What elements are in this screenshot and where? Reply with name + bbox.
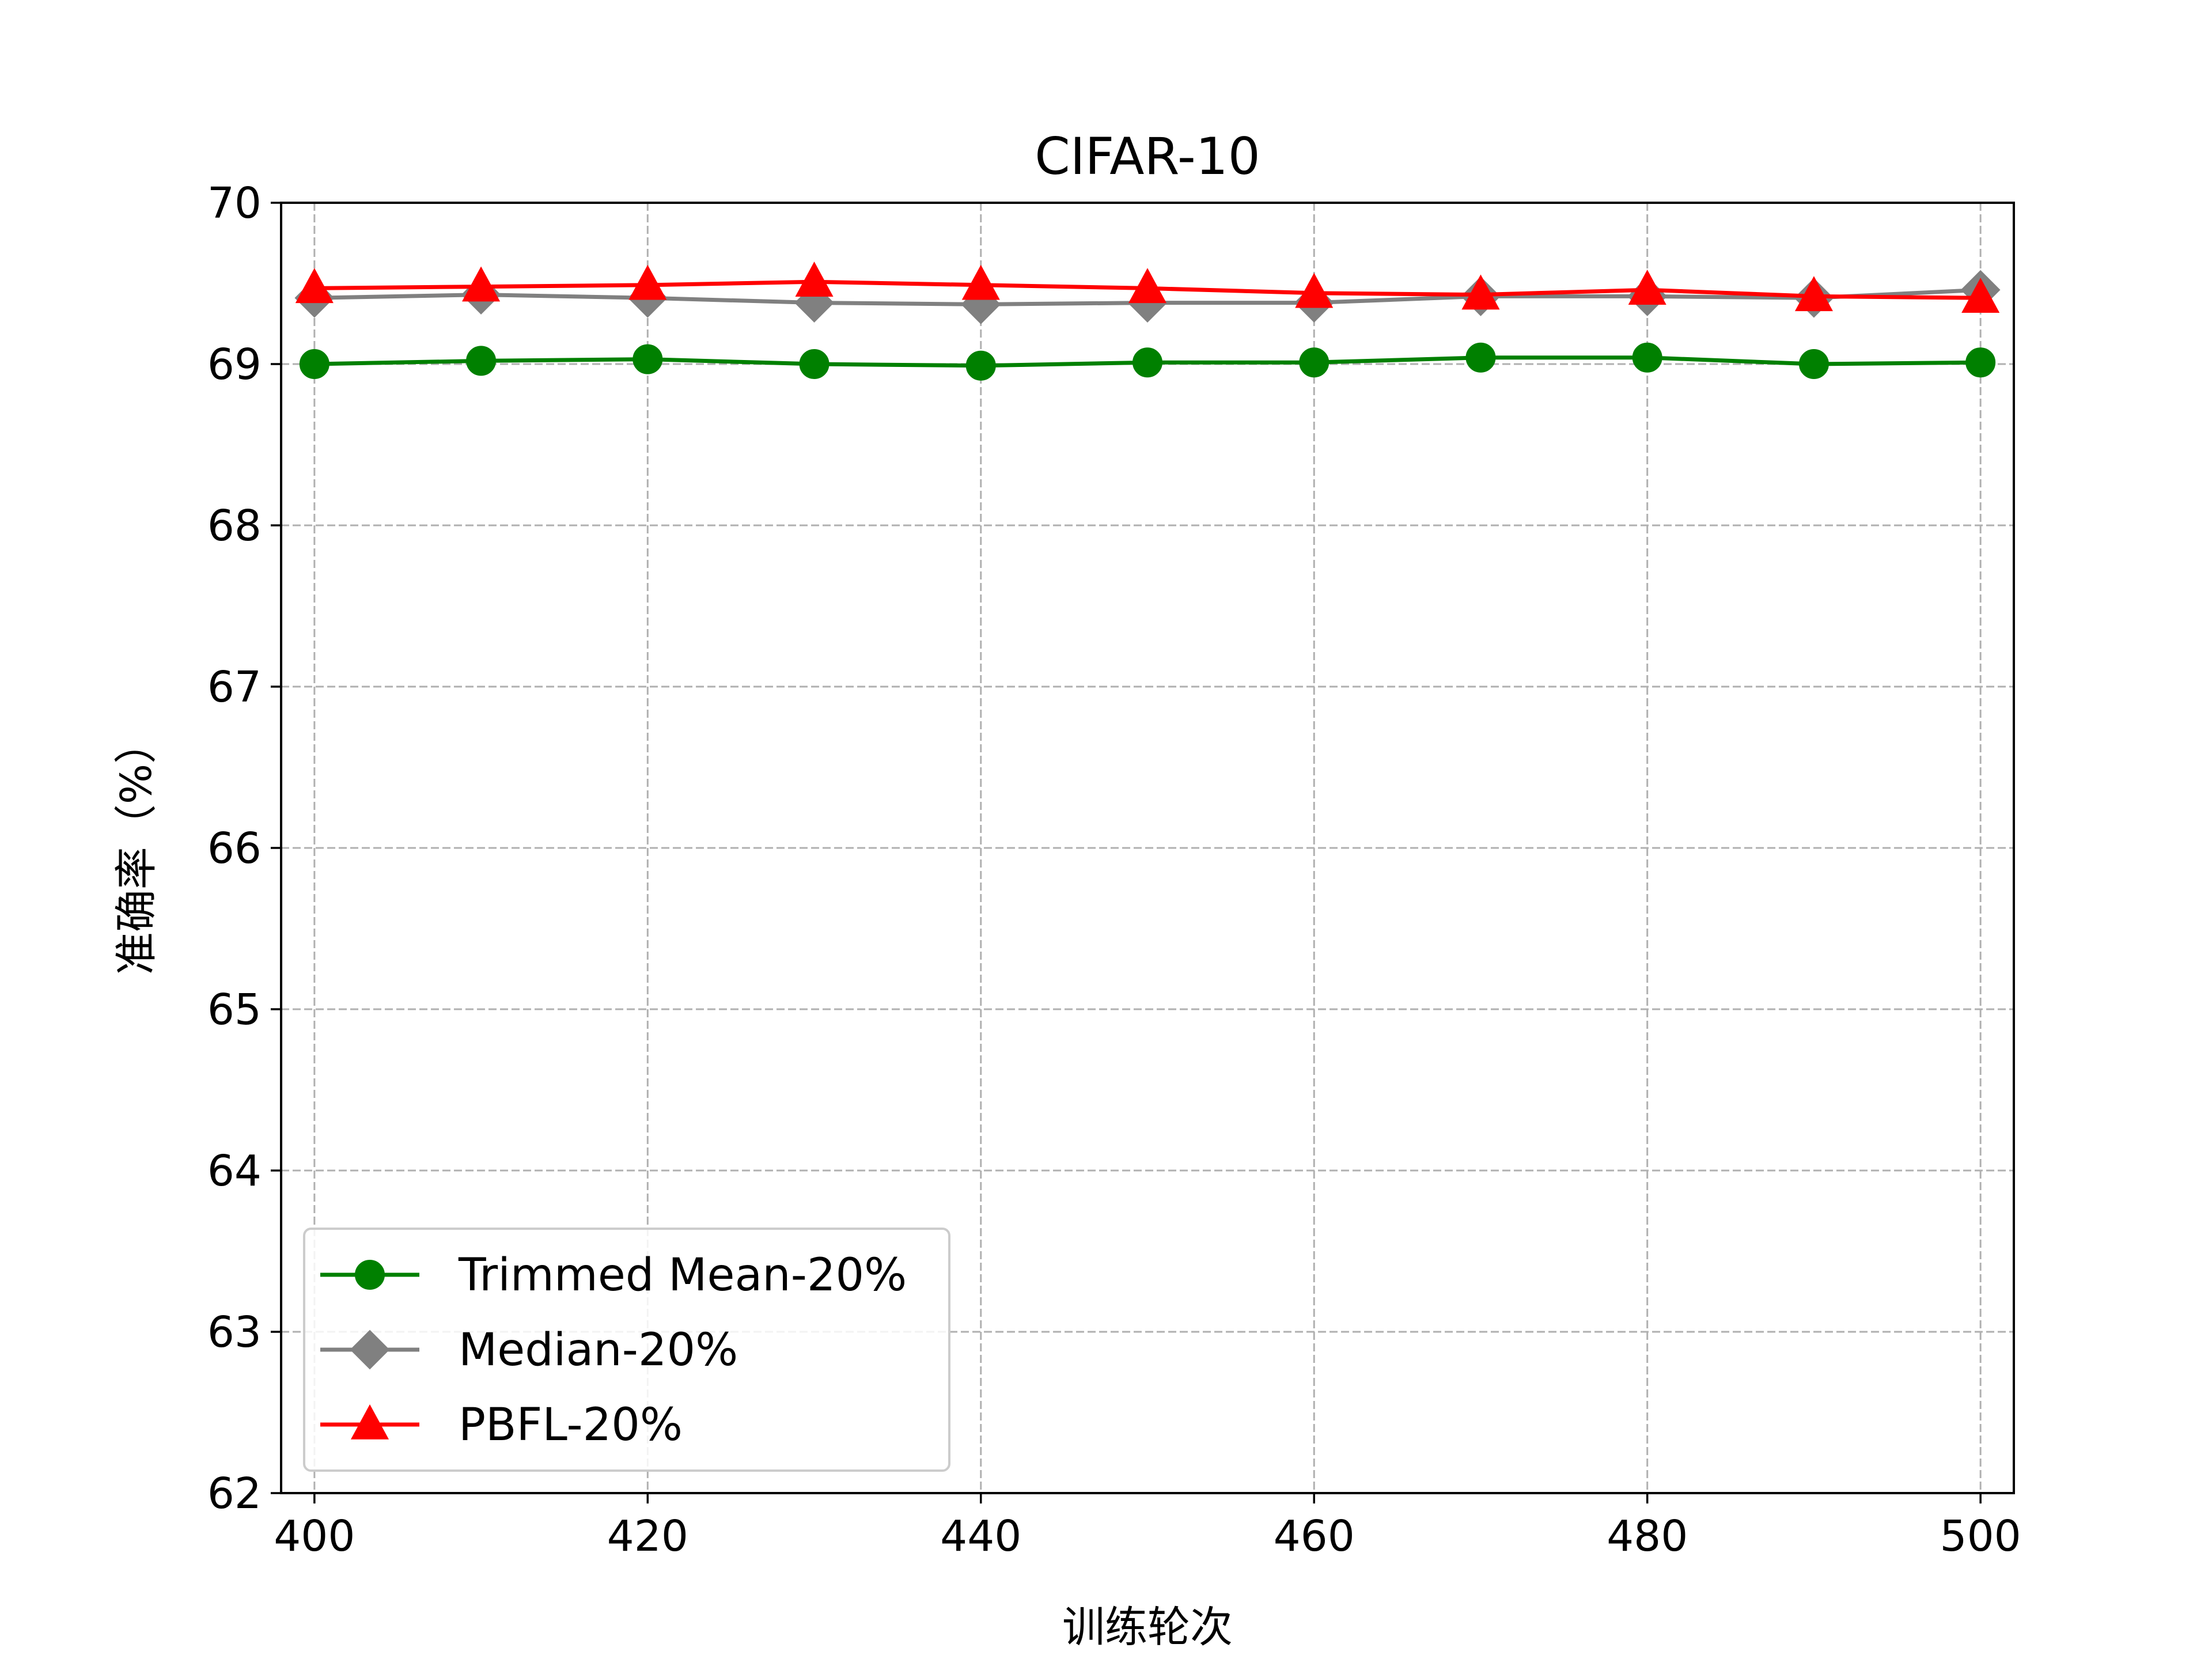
legend-marker [350,1404,389,1440]
data-point [1132,347,1162,378]
y-axis-title: 准确率（%） [112,721,161,975]
data-point [1465,342,1496,373]
data-point [799,349,830,379]
x-axis-title: 训练轮次 [1062,1603,1233,1652]
y-tick-label: 65 [207,985,262,1035]
legend-marker [355,1260,385,1290]
x-tick-label: 420 [607,1512,688,1561]
series-2 [295,262,2000,313]
y-tick-label: 64 [207,1146,262,1196]
legend-marker [350,1330,390,1370]
data-point [1965,347,1996,378]
y-tick-label: 67 [207,662,262,712]
y-tick-label: 68 [207,501,262,551]
x-tick-label: 460 [1274,1512,1355,1561]
legend-entry: Median-20% [320,1324,738,1376]
x-tick-label: 480 [1607,1512,1688,1561]
y-tick-label: 69 [207,340,262,389]
data-point [295,268,334,304]
data-point [1798,349,1829,379]
data-point [462,266,501,302]
data-point [1794,276,1833,312]
data-point [1295,272,1334,308]
legend-entry: Trimmed Mean-20% [320,1249,907,1301]
y-tick-label: 66 [207,824,262,873]
data-point [466,346,497,376]
y-tick-label: 63 [207,1308,262,1357]
data-point [299,349,329,379]
data-point [965,350,996,381]
legend-entry: PBFL-20% [320,1399,683,1451]
data-point [628,264,667,300]
legend-label: Median-20% [459,1324,738,1376]
data-point [795,262,834,297]
x-tick-label: 500 [1940,1512,2021,1561]
data-point [1128,268,1167,304]
axis-ticks: 400 420 440 460 480 500 62 63 64 65 66 67 68 69 70 [207,179,2021,1561]
chart-title: CIFAR-10 [1035,127,1260,186]
data-point [632,344,663,374]
data-point [1299,347,1330,378]
legend-box [303,1228,950,1472]
data-point [1632,342,1662,373]
x-tick-label: 440 [940,1512,1021,1561]
legend-label: PBFL-20% [459,1399,683,1451]
data-point [961,264,1000,300]
data-point [1461,274,1500,310]
series-layer [294,262,2001,381]
legend: Trimmed Mean-20% Median-20% PBFL-20% [303,1228,950,1472]
y-tick-label: 62 [207,1469,262,1518]
data-point [1961,278,2000,313]
series-0 [299,342,1996,381]
data-point [1628,270,1666,305]
x-tick-label: 400 [274,1512,355,1561]
legend-label: Trimmed Mean-20% [458,1249,907,1301]
y-tick-label: 70 [207,179,262,228]
